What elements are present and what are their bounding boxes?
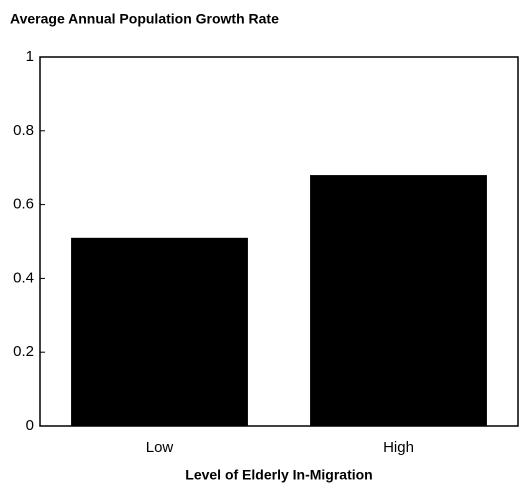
x-tick-label: High [383, 439, 414, 456]
x-axis-label: Level of Elderly In-Migration [185, 467, 372, 483]
y-tick-label: 0.2 [13, 343, 34, 360]
y-tick-label: 0 [26, 417, 34, 434]
y-tick-label: 0.8 [13, 122, 34, 139]
plot-frame [39, 56, 519, 427]
bar [310, 175, 487, 426]
x-tick-label: Low [146, 439, 174, 456]
y-tick-label: 1 [26, 48, 34, 65]
y-tick-label: 0.4 [13, 269, 34, 286]
chart-title: Average Annual Population Growth Rate [10, 11, 279, 27]
bar [71, 237, 248, 426]
y-tick-label: 0.6 [13, 196, 34, 213]
